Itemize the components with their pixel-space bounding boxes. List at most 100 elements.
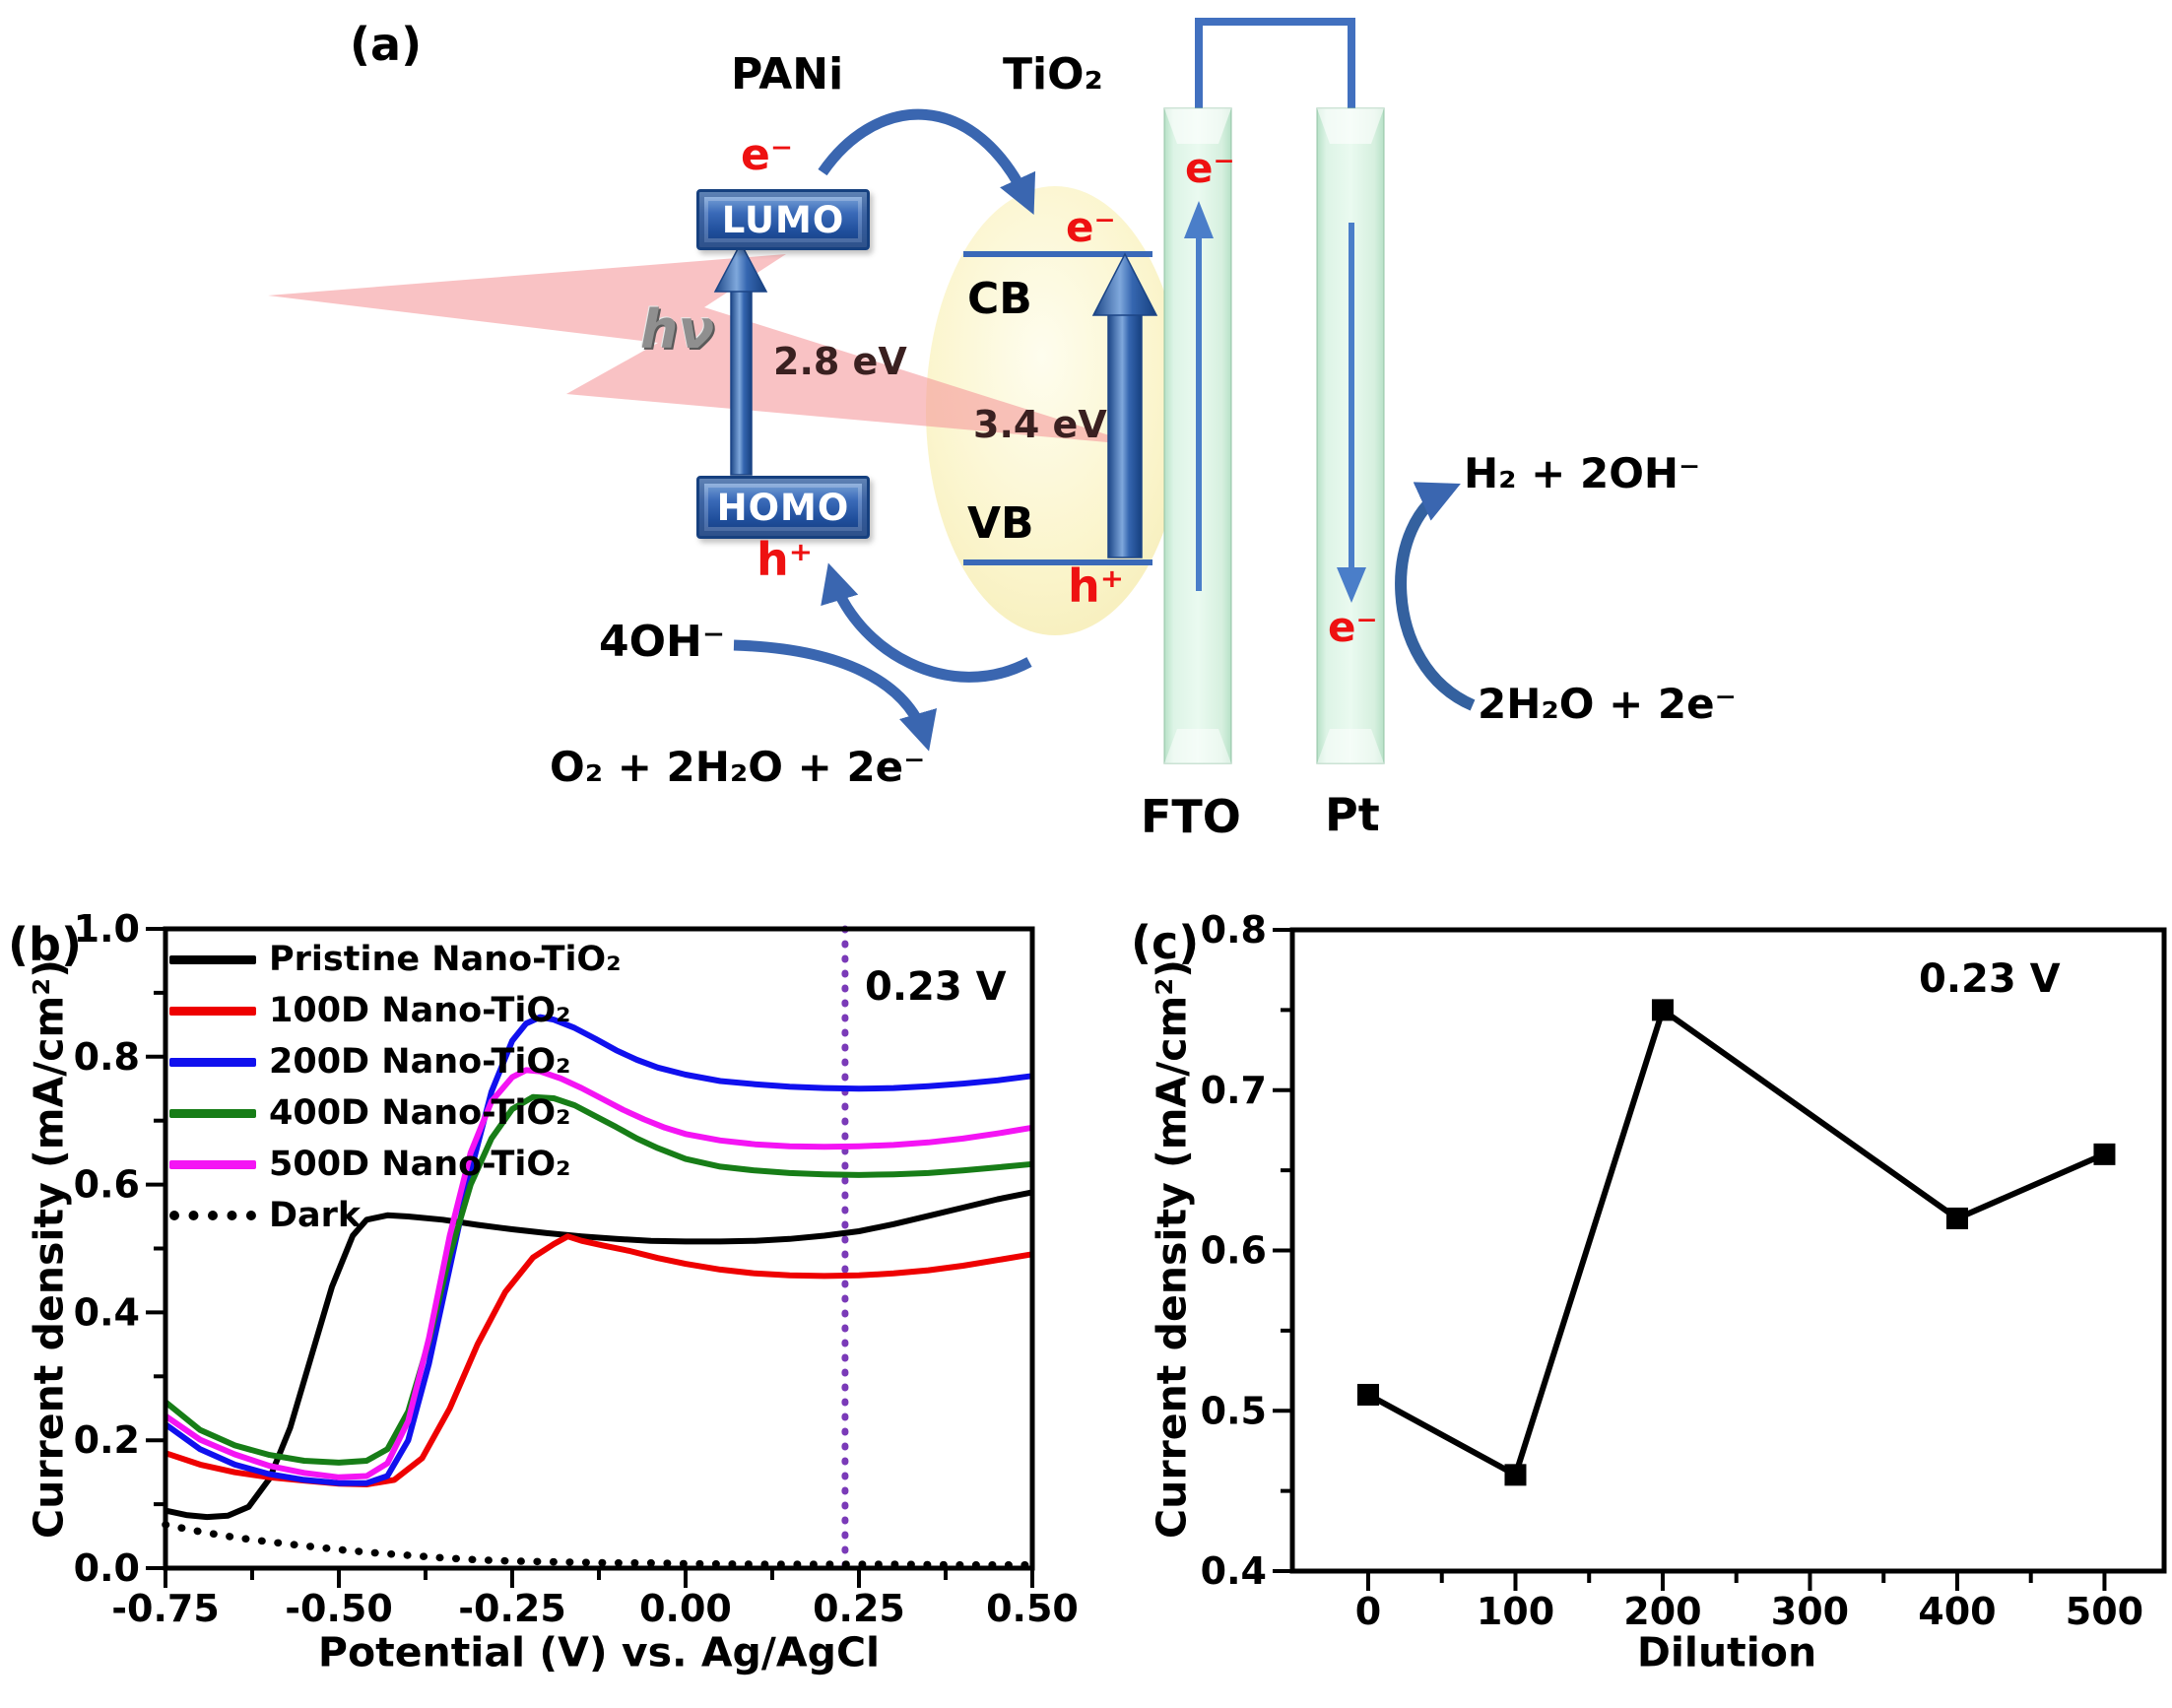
x-tick-label: 200 (1623, 1590, 1701, 1633)
y-tick-label: 0.5 (1201, 1389, 1267, 1432)
hole-label-homo: h⁺ (757, 533, 814, 586)
data-point-marker (2093, 1143, 2116, 1165)
pt-electron-flow-arrow (1337, 223, 1366, 603)
y-tick-label: 0.0 (74, 1546, 140, 1590)
oxidation-arrow (733, 639, 938, 752)
series-200d-nano-tio (164, 1014, 1033, 1486)
pt-label: Pt (1325, 788, 1380, 841)
legend-swatch (169, 1108, 256, 1118)
y-tick-label: 0.7 (1201, 1069, 1267, 1112)
x-tick-label: -0.25 (458, 1587, 566, 1630)
legend-swatch (169, 1211, 256, 1220)
legend-item-200d-nano-tio: 200D Nano-TiO₂ (169, 1036, 622, 1087)
panel-a-diagram (268, 18, 1476, 764)
series-100d-nano-tio (165, 1233, 1033, 1487)
hydrogen-products-label: H₂ + 2OH⁻ (1464, 449, 1701, 497)
panel-c-label: (c) (1131, 916, 1200, 969)
x-tick-label: 0.25 (813, 1587, 905, 1630)
x-tick-label: 500 (2066, 1590, 2143, 1633)
x-tick-label: -0.50 (285, 1587, 393, 1630)
legend-label: 500D Nano-TiO₂ (269, 1145, 571, 1184)
y-tick-label: 0.4 (1201, 1549, 1267, 1593)
x-tick-label: 0 (1355, 1590, 1381, 1633)
x-tick-label: 400 (1918, 1590, 1996, 1633)
reduction-arrow (1395, 482, 1476, 711)
circuit-wire (1195, 18, 1355, 110)
legend: Pristine Nano-TiO₂ 100D Nano-TiO₂ 200D Nan… (169, 934, 622, 1241)
tio2-title: TiO₂ (1003, 49, 1103, 99)
homo-level-box: HOMO (696, 476, 870, 539)
data-point-marker (1945, 1207, 1968, 1229)
x-tick-label: 0.00 (639, 1587, 732, 1630)
chart-b: -0.75 -0.50 -0.25 0.00 0.25 0.50 0.0 0.2 0.4 0.6 0… (74, 907, 1079, 1630)
tio2-bandgap-label: 3.4 eV (973, 403, 1107, 446)
water-reactants-label: 2H₂O + 2e⁻ (1478, 680, 1737, 728)
data-point-marker (1651, 999, 1674, 1021)
x-tick-label: 300 (1771, 1590, 1849, 1633)
c-annotation-023v: 0.23 V (1919, 956, 2061, 1002)
electron-label-cb: e⁻ (1066, 203, 1116, 251)
x-tick-label: -0.75 (111, 1587, 220, 1630)
plot-border (1289, 927, 2167, 1574)
y-tick-label: 0.2 (74, 1418, 140, 1462)
series-500d-nano-tio (164, 1067, 1033, 1480)
lumo-level-box: LUMO (696, 189, 870, 250)
legend-item-100d-nano-tio: 100D Nano-TiO₂ (169, 985, 622, 1036)
legend-item-dark: Dark (169, 1190, 622, 1241)
homo-label: HOMO (716, 486, 850, 529)
y-tick-label: 0.6 (1201, 1229, 1267, 1273)
electron-label-pt: e⁻ (1328, 603, 1378, 651)
data-point-marker (1356, 1383, 1379, 1406)
b-annotation-023v: 0.23 V (865, 964, 1007, 1010)
photon-label: hν (640, 298, 715, 361)
panel-a-label: (a) (350, 18, 423, 71)
cb-label: CB (967, 274, 1032, 324)
hole-transfer-arrow (821, 562, 1032, 683)
legend-swatch (169, 954, 256, 964)
y-tick-label: 0.6 (74, 1163, 140, 1207)
electron-label-fto: e⁻ (1185, 144, 1235, 192)
b-x-axis-label: Potential (V) vs. Ag/AgCl (317, 1628, 881, 1676)
electron-transfer-arrow (818, 108, 1036, 215)
pani-title: PANi (731, 49, 844, 99)
pani-bandgap-label: 2.8 eV (773, 340, 907, 383)
light-beam (268, 254, 1141, 445)
y-tick-label: 0.4 (74, 1290, 140, 1334)
oxidation-products-label: O₂ + 2H₂O + 2e⁻ (550, 743, 926, 791)
legend-item-pristine-nano-tio: Pristine Nano-TiO₂ (169, 934, 622, 985)
series-dark (162, 1521, 1036, 1569)
legend-label: Dark (269, 1196, 362, 1235)
plot-border (163, 926, 1035, 1571)
series-400d-nano-tio (164, 1093, 1033, 1466)
c-x-axis-label: Dilution (1636, 1628, 1817, 1676)
legend-label: Pristine Nano-TiO₂ (269, 940, 622, 979)
fto-electron-flow-arrow (1184, 201, 1214, 591)
b-y-axis-label: Current density (mA/cm²) (25, 959, 73, 1539)
homo-lumo-arrow (713, 241, 768, 476)
legend-label: 200D Nano-TiO₂ (269, 1042, 571, 1082)
legend-label: 100D Nano-TiO₂ (269, 991, 571, 1030)
chart-c: 0 100 200 300 400 500 0.4 0.5 0.6 0.7 0.8 (1201, 908, 2167, 1633)
vb-label: VB (967, 498, 1034, 549)
legend-item-400d-nano-tio: 400D Nano-TiO₂ (169, 1087, 622, 1139)
electron-label-lumo: e⁻ (741, 130, 794, 180)
hole-label-vb: h⁺ (1068, 559, 1125, 613)
series-current-density-at-0-23-v (1366, 1007, 2106, 1478)
tio2-bandgap-arrow (1091, 252, 1158, 558)
lumo-label: LUMO (721, 198, 845, 241)
legend-item-500d-nano-tio: 500D Nano-TiO₂ (169, 1139, 622, 1190)
fto-electrode-bar (1163, 107, 1232, 764)
y-tick-label: 0.8 (74, 1035, 140, 1079)
legend-label: 400D Nano-TiO₂ (269, 1093, 571, 1133)
x-tick-label: 0.50 (986, 1587, 1079, 1630)
fto-label: FTO (1141, 790, 1241, 843)
legend-swatch (169, 1006, 256, 1016)
c-y-axis-label: Current density (mA/cm²) (1148, 959, 1196, 1539)
y-tick-label: 1.0 (74, 907, 140, 951)
hydroxide-label: 4OH⁻ (599, 617, 726, 667)
y-tick-label: 0.8 (1201, 908, 1267, 952)
panel-b-label: (b) (8, 918, 82, 971)
legend-swatch (169, 1057, 256, 1067)
